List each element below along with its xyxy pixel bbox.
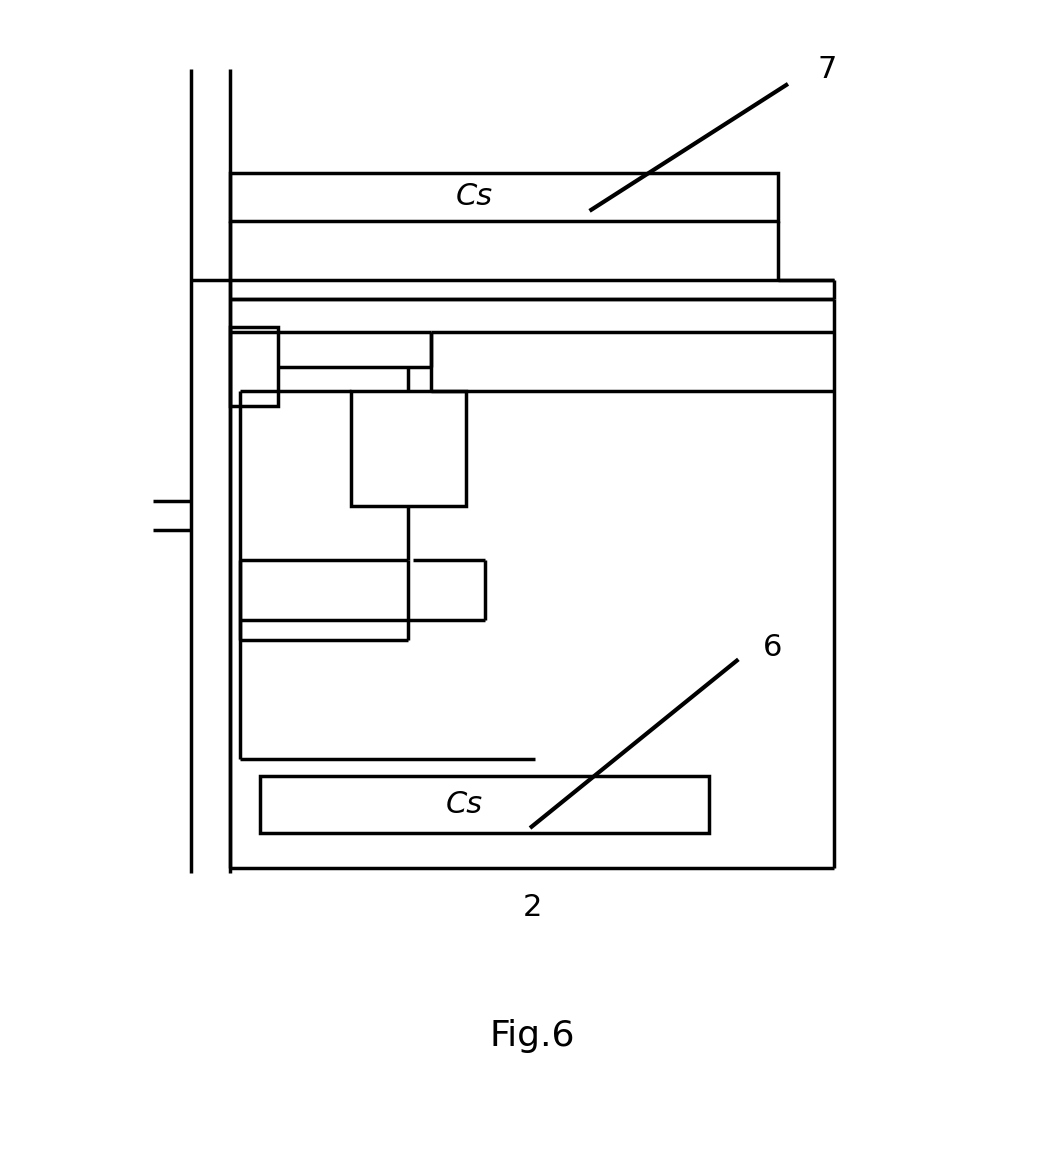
Text: Cs: Cs (455, 182, 493, 211)
Text: 6: 6 (763, 633, 782, 662)
Text: Fig.6: Fig.6 (489, 1019, 575, 1054)
Text: 7: 7 (818, 54, 837, 83)
Bar (351, 392, 466, 505)
Bar (231, 173, 778, 221)
Bar (260, 776, 709, 832)
Text: 2: 2 (522, 892, 542, 922)
Bar (231, 327, 278, 406)
Text: Cs: Cs (446, 790, 483, 819)
